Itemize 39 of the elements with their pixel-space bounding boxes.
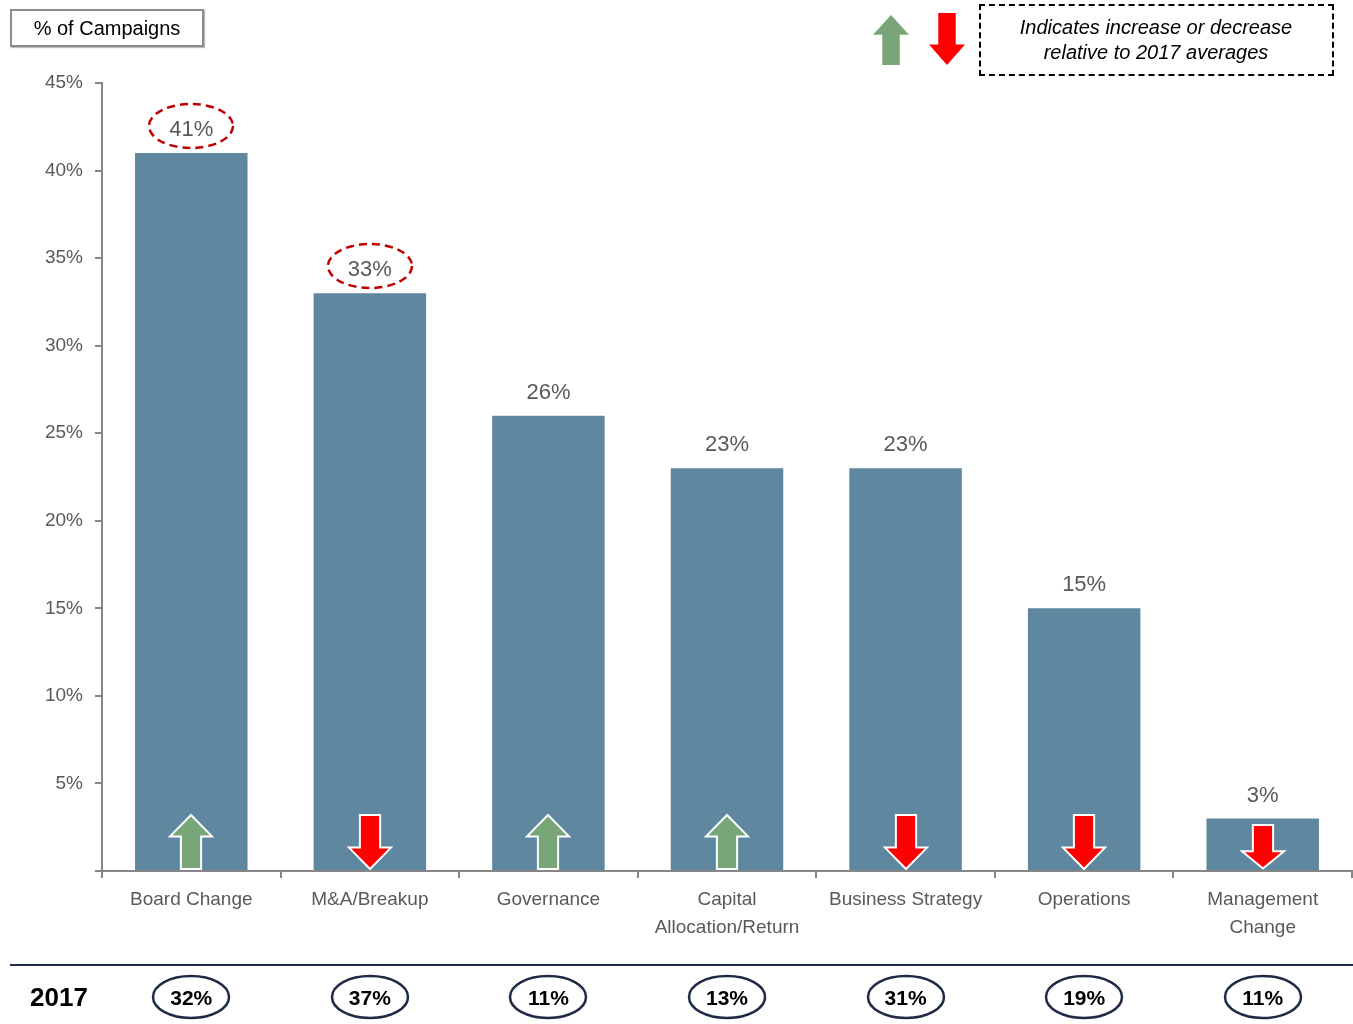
- y-tick-label: 35%: [44, 246, 84, 268]
- x-tick-label: Board Change: [130, 888, 253, 910]
- data-label: 3%: [1246, 781, 1279, 807]
- bar: [492, 415, 605, 870]
- bar: [135, 153, 248, 870]
- y-tick-label: 45%: [44, 71, 84, 93]
- x-tick-label: Operations: [1037, 888, 1131, 910]
- bar: [1027, 608, 1141, 870]
- y-axis-title: % of Campaigns: [33, 17, 181, 39]
- y-tick-label: 40%: [44, 158, 84, 180]
- text: 11%: [527, 985, 569, 1009]
- bar: [313, 293, 427, 870]
- data-label: 26%: [526, 378, 571, 404]
- x-tick-label: Capital Allocation/Return: [654, 888, 800, 937]
- y-tick-label: 15%: [44, 596, 84, 618]
- text: 19%: [1063, 985, 1106, 1009]
- data-label: 23%: [883, 431, 928, 457]
- text: 32%: [170, 985, 213, 1009]
- y-tick-label: 20%: [44, 509, 84, 531]
- text: Indicates increase or decrease relative to 2017 averages: [1018, 15, 1294, 65]
- data-label: 33%: [347, 256, 392, 282]
- x-tick-label: M&A/Breakup: [311, 888, 429, 910]
- x-tick-label: Governance: [496, 888, 601, 910]
- text: 31%: [884, 985, 927, 1009]
- x-tick-label: Management Change: [1207, 888, 1319, 937]
- y-tick-label: 30%: [44, 333, 84, 355]
- text: 11%: [1242, 985, 1284, 1009]
- text: 37%: [348, 985, 391, 1009]
- data-label: 23%: [704, 431, 750, 457]
- text: 13%: [705, 985, 749, 1009]
- y-tick-label: 10%: [44, 684, 84, 706]
- bar: [849, 468, 962, 870]
- bar: [670, 468, 784, 870]
- x-tick-label: Business Strategy: [829, 888, 983, 910]
- data-label: 15%: [1062, 571, 1107, 597]
- text: 2017: [30, 982, 88, 1012]
- y-tick-label: 5%: [55, 771, 84, 793]
- y-tick-label: 25%: [44, 421, 84, 443]
- data-label: 41%: [169, 116, 214, 142]
